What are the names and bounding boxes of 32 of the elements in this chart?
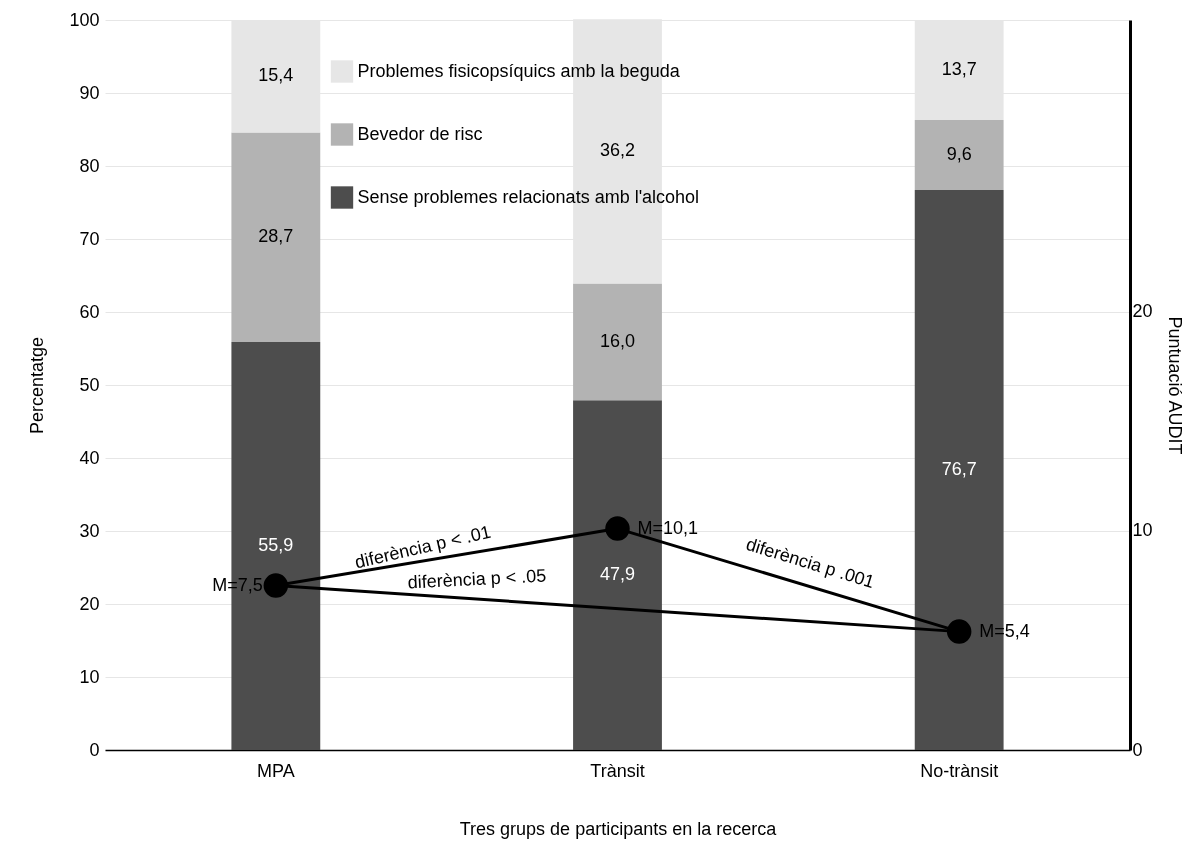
legend-label: Problemes fisicopsíquics amb la beguda (357, 60, 681, 81)
y-tick-label: 30 (79, 520, 100, 541)
x-tick-label: Trànsit (590, 760, 645, 781)
y-tick-label: 60 (79, 301, 100, 322)
data-label: 13,7 (941, 59, 977, 80)
data-label: 76,7 (941, 459, 977, 480)
legend-label: Sense problemes relacionats amb l'alcohol (357, 186, 700, 207)
data-label: 16,0 (599, 330, 636, 351)
y-axis-title: Percentatge (27, 336, 48, 435)
y-tick-label: 100 (69, 9, 100, 30)
y-tick-label: 80 (79, 155, 100, 176)
data-label: 36,2 (599, 140, 636, 161)
y-tick-label: 40 (79, 447, 100, 468)
y2-tick-label: 20 (1132, 301, 1153, 322)
y-tick-label: 10 (79, 666, 100, 687)
x-tick-label: No-trànsit (920, 760, 999, 781)
y-tick-label: 70 (79, 228, 100, 249)
y-tick-label: 0 (89, 739, 100, 760)
y2-tick-label: 10 (1132, 520, 1153, 541)
y2-tick-label: 0 (1132, 739, 1143, 760)
y2-axis-title: Puntuació AUDIT (1164, 316, 1185, 455)
data-label: 47,9 (599, 564, 636, 585)
x-axis-title: Tres grups de participants en la recerca (459, 818, 778, 839)
data-label: 15,4 (258, 65, 294, 86)
y-tick-label: 20 (79, 593, 100, 614)
data-label: 9,6 (946, 144, 972, 165)
legend-label: Bevedor de risc (357, 123, 483, 144)
x-tick-label: MPA (257, 760, 295, 781)
data-label: 28,7 (258, 226, 294, 247)
y-tick-label: 50 (79, 374, 100, 395)
data-label: 55,9 (258, 534, 294, 555)
y-tick-label: 90 (79, 82, 100, 103)
